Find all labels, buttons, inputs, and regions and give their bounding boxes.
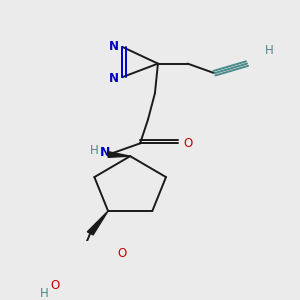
Text: O: O: [50, 280, 59, 292]
Text: N: N: [109, 40, 119, 53]
Text: H: H: [265, 44, 273, 57]
Text: O: O: [183, 137, 192, 150]
Polygon shape: [108, 152, 130, 157]
Text: N: N: [109, 72, 119, 85]
Text: O: O: [117, 247, 127, 260]
Text: N: N: [100, 146, 111, 160]
Polygon shape: [87, 211, 108, 235]
Text: H: H: [40, 287, 49, 300]
Text: H: H: [90, 144, 99, 157]
